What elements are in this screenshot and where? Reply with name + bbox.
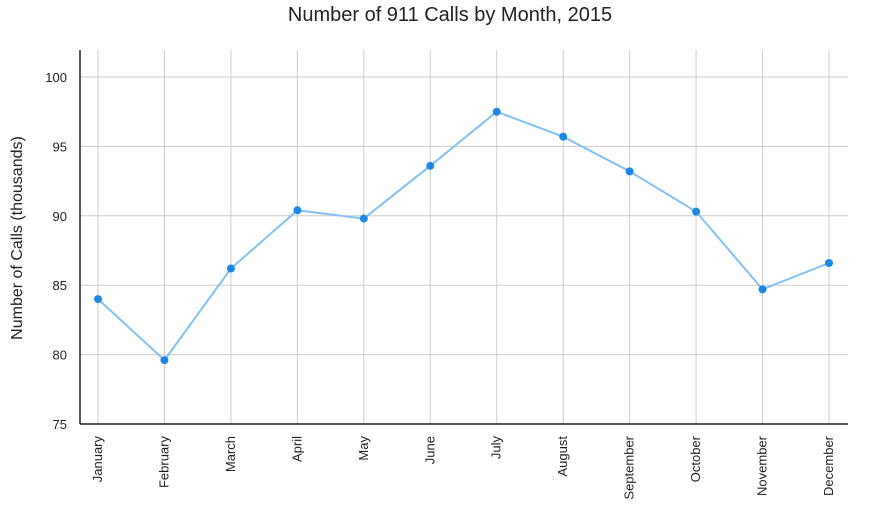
y-tick-label: 85: [53, 278, 67, 293]
series-line: [97, 110, 830, 362]
y-tick-label: 100: [45, 70, 67, 85]
axes: [79, 50, 848, 425]
series: [94, 107, 833, 365]
data-point: [692, 207, 701, 216]
data-point: [293, 206, 302, 215]
data-point: [758, 285, 767, 294]
data-point: [359, 214, 368, 223]
x-tick-label: May: [356, 436, 371, 461]
data-point: [94, 295, 102, 304]
x-tick-label: September: [622, 435, 637, 499]
x-tick-label: February: [156, 436, 171, 489]
y-tick-label: 90: [53, 209, 67, 224]
x-tick-label: August: [555, 436, 570, 477]
y-tick-label: 80: [53, 348, 67, 363]
data-point: [825, 258, 833, 267]
y-tick-labels: 75 80 85 90 95 100: [45, 70, 67, 432]
x-tick-label: March: [223, 436, 238, 472]
x-tick-label: January: [90, 436, 105, 483]
x-tick-labels: January February March April May June July Augu…: [90, 435, 836, 499]
chart-title: Number of 911 Calls by Month, 2015: [287, 4, 613, 26]
x-tick-label: October: [688, 435, 703, 482]
data-point: [492, 107, 501, 116]
grid-lines: [80, 50, 848, 424]
data-point: [559, 132, 568, 141]
data-point: [160, 356, 169, 365]
x-tick-label: July: [489, 436, 504, 460]
x-tick-label: November: [755, 435, 770, 496]
y-tick-label: 95: [53, 139, 67, 154]
data-point: [426, 161, 435, 170]
data-point: [625, 167, 634, 176]
x-tick-label: June: [422, 436, 437, 464]
y-tick-label: 75: [53, 417, 67, 432]
x-tick-label: December: [821, 435, 836, 496]
y-axis-label: Number of Calls (thousands): [9, 136, 26, 340]
data-point: [226, 264, 235, 273]
x-tick-label: April: [289, 436, 304, 462]
